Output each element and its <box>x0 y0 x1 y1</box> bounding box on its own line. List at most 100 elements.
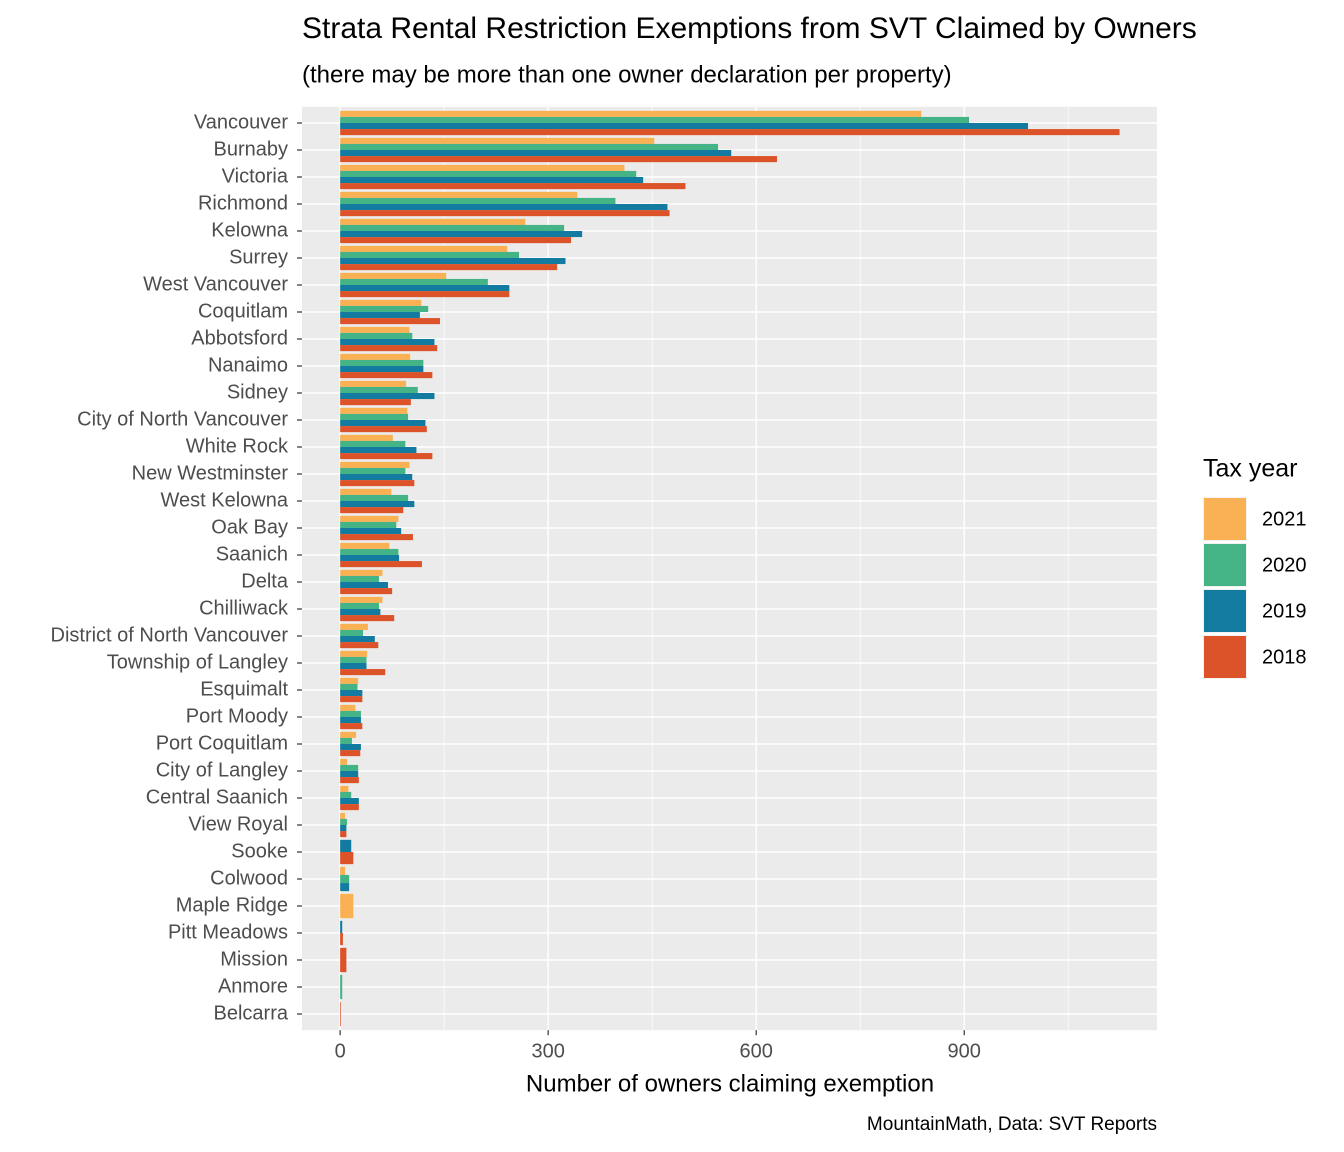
y-tick-label: Port Coquitlam <box>156 732 288 754</box>
legend-label: 2018 <box>1262 646 1307 668</box>
y-tick-label: Sidney <box>227 381 288 403</box>
x-axis-title: Number of owners claiming exemption <box>526 1070 934 1097</box>
y-tick-label: West Vancouver <box>143 273 288 295</box>
bar <box>340 453 433 460</box>
y-tick-label: Delta <box>241 570 289 592</box>
bar <box>340 642 379 649</box>
bar <box>340 116 970 123</box>
bar <box>340 440 406 447</box>
bar <box>340 704 356 711</box>
bar <box>340 866 345 875</box>
chart-title: Strata Rental Restriction Exemptions fro… <box>302 12 1197 45</box>
bar <box>340 156 777 163</box>
bar <box>340 332 413 339</box>
y-tick-label: Oak Bay <box>211 516 288 538</box>
bar <box>340 974 343 1000</box>
bar <box>340 534 413 541</box>
bar <box>340 264 558 271</box>
bar <box>340 636 375 643</box>
bar <box>340 366 424 373</box>
bar <box>340 609 381 616</box>
bar <box>340 555 400 562</box>
y-tick-label: Richmond <box>198 192 288 214</box>
bar <box>340 893 354 919</box>
x-tick-label: 600 <box>740 1040 773 1062</box>
y-tick-label: Saanich <box>216 543 288 565</box>
bar <box>340 359 424 366</box>
bar <box>340 669 386 676</box>
bar <box>340 164 625 171</box>
bar <box>340 737 352 744</box>
bar <box>340 710 361 717</box>
bar <box>340 588 393 595</box>
caption: MountainMath, Data: SVT Reports <box>867 1114 1157 1135</box>
bar <box>340 596 383 603</box>
bar <box>340 191 578 198</box>
y-tick-label: Belcarra <box>214 1002 289 1024</box>
plot-panel <box>302 106 1157 1031</box>
y-tick-label: Central Saanich <box>146 786 288 808</box>
x-tick-label: 300 <box>531 1040 564 1062</box>
bar <box>340 515 399 522</box>
bar <box>340 575 379 582</box>
bar <box>340 299 422 306</box>
bar <box>340 825 347 832</box>
y-tick-label: Burnaby <box>214 138 289 160</box>
bar <box>340 434 393 441</box>
y-tick-label: West Kelowna <box>161 489 289 511</box>
bar <box>340 561 422 568</box>
bar <box>340 137 655 144</box>
x-tick-label: 900 <box>948 1040 981 1062</box>
bar <box>340 197 616 204</box>
y-tick-label: Abbotsford <box>191 327 288 349</box>
bar <box>340 312 420 319</box>
bar <box>340 656 367 663</box>
bar <box>340 407 408 414</box>
legend-label: 2020 <box>1262 554 1307 576</box>
bar <box>340 110 922 117</box>
bar <box>340 690 363 697</box>
y-tick-label: Esquimalt <box>200 678 288 700</box>
bar <box>340 839 352 852</box>
bar <box>340 218 526 225</box>
bar <box>340 528 402 535</box>
bar <box>340 245 508 252</box>
bar <box>340 480 415 487</box>
bar <box>340 467 406 474</box>
y-tick-label: Nanaimo <box>208 354 288 376</box>
bar <box>340 521 397 528</box>
bar <box>340 177 644 184</box>
y-tick-label: Victoria <box>222 165 289 187</box>
bar <box>340 318 440 325</box>
x-tick-label: 0 <box>335 1040 346 1062</box>
y-tick-label: Vancouver <box>194 111 288 133</box>
y-tick-label: Coquitlam <box>198 300 288 322</box>
bar <box>340 852 354 865</box>
bar <box>340 744 361 751</box>
bar <box>340 615 395 622</box>
bar <box>340 818 348 825</box>
bar <box>340 305 429 312</box>
bar <box>340 683 358 690</box>
chart-subtitle: (there may be more than one owner declar… <box>302 61 952 88</box>
bar <box>340 386 418 393</box>
bar <box>340 542 390 549</box>
bar <box>340 947 347 973</box>
y-tick-label: Maple Ridge <box>176 894 288 916</box>
bar <box>340 399 411 406</box>
bar <box>340 548 399 555</box>
bar <box>340 723 363 730</box>
bar <box>340 129 1120 136</box>
y-tick-label: Chilliwack <box>199 597 289 619</box>
bar <box>340 285 510 292</box>
y-tick-label: Township of Langley <box>107 651 288 673</box>
y-tick-label: Mission <box>220 948 288 970</box>
bar <box>340 777 359 784</box>
bar <box>340 785 349 792</box>
y-tick-label: Anmore <box>218 975 288 997</box>
y-tick-label: White Rock <box>186 435 289 457</box>
bar <box>340 278 488 285</box>
bar <box>340 447 417 454</box>
bar <box>340 798 359 805</box>
bar <box>340 663 367 670</box>
